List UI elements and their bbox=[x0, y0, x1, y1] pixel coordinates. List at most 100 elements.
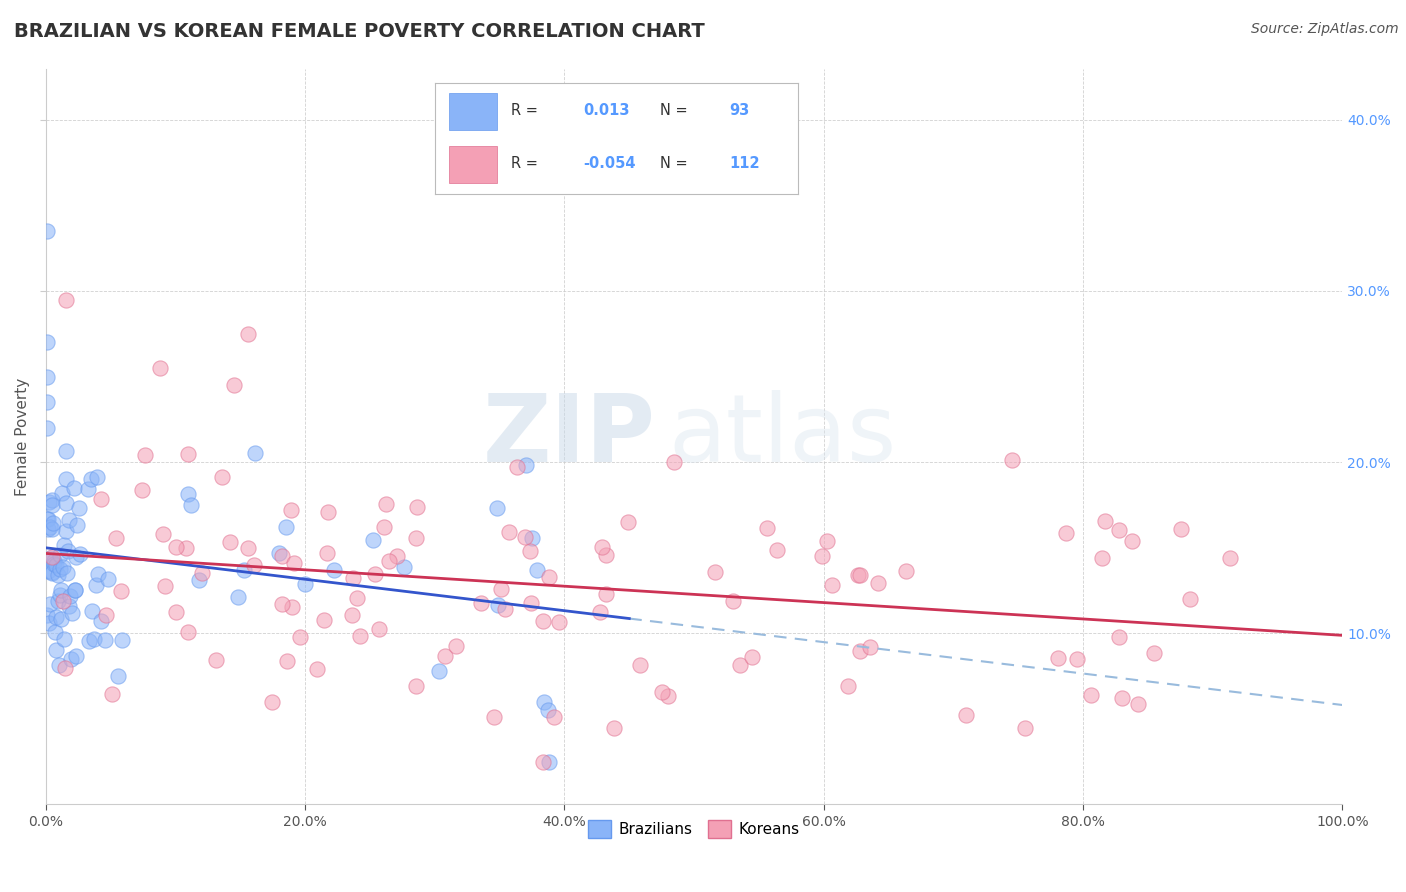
Point bbox=[548, 615, 571, 629]
Point bbox=[165, 540, 187, 554]
Point bbox=[494, 602, 516, 616]
Point bbox=[657, 689, 679, 703]
Point bbox=[651, 685, 673, 699]
Point bbox=[63, 583, 86, 598]
Point bbox=[346, 591, 368, 605]
Point bbox=[100, 687, 122, 701]
Point bbox=[405, 500, 427, 514]
Point bbox=[37, 564, 59, 578]
Point bbox=[1111, 691, 1133, 706]
Point bbox=[1094, 514, 1116, 528]
Point bbox=[77, 634, 100, 648]
Point bbox=[58, 512, 80, 526]
Point bbox=[755, 520, 778, 534]
Point bbox=[165, 605, 187, 619]
Point bbox=[591, 541, 613, 555]
Point bbox=[45, 558, 67, 572]
Point bbox=[538, 755, 561, 769]
Point bbox=[1054, 526, 1077, 541]
Point bbox=[37, 511, 59, 525]
Point bbox=[520, 531, 543, 545]
Point bbox=[238, 326, 260, 341]
Point bbox=[39, 597, 62, 611]
Point bbox=[111, 633, 134, 648]
Point bbox=[65, 582, 87, 597]
Point bbox=[65, 649, 87, 664]
Point bbox=[45, 643, 67, 657]
Point bbox=[361, 533, 384, 547]
Point bbox=[149, 361, 172, 376]
Point bbox=[894, 564, 917, 578]
Point bbox=[489, 582, 512, 597]
Point bbox=[866, 576, 889, 591]
Point bbox=[513, 530, 536, 544]
Point bbox=[316, 505, 339, 519]
Point bbox=[243, 558, 266, 573]
Point bbox=[46, 568, 69, 582]
Point bbox=[267, 545, 290, 559]
Point bbox=[280, 503, 302, 517]
Point bbox=[90, 491, 112, 506]
Point bbox=[177, 624, 200, 639]
Point bbox=[484, 710, 506, 724]
Point bbox=[80, 472, 103, 486]
Point bbox=[766, 542, 789, 557]
Point bbox=[38, 615, 60, 630]
Point bbox=[531, 614, 554, 628]
Point bbox=[87, 567, 110, 582]
Point bbox=[107, 669, 129, 683]
Point bbox=[60, 606, 83, 620]
Point bbox=[543, 709, 565, 723]
Point bbox=[1014, 721, 1036, 735]
Point bbox=[37, 421, 59, 435]
Point bbox=[110, 584, 132, 599]
Point bbox=[38, 495, 60, 509]
Point bbox=[1080, 689, 1102, 703]
Legend: Brazilians, Koreans: Brazilians, Koreans bbox=[582, 814, 806, 845]
Point bbox=[86, 470, 108, 484]
Point bbox=[67, 501, 90, 516]
Point bbox=[55, 443, 77, 458]
Point bbox=[55, 496, 77, 510]
Point bbox=[470, 596, 492, 610]
Point bbox=[373, 519, 395, 533]
Point bbox=[595, 548, 617, 562]
Point bbox=[628, 658, 651, 673]
Point bbox=[39, 553, 62, 567]
Point bbox=[180, 499, 202, 513]
Point bbox=[59, 589, 82, 603]
Point bbox=[294, 576, 316, 591]
Point bbox=[58, 543, 80, 558]
Point bbox=[741, 649, 763, 664]
Point bbox=[97, 572, 120, 586]
Point bbox=[76, 482, 98, 496]
Point bbox=[1108, 524, 1130, 538]
Point bbox=[811, 549, 834, 564]
Point bbox=[305, 662, 328, 676]
Point bbox=[1128, 697, 1150, 711]
Point bbox=[80, 604, 103, 618]
Point bbox=[378, 554, 401, 568]
Point bbox=[49, 548, 72, 562]
Point bbox=[815, 533, 838, 548]
Point bbox=[41, 492, 63, 507]
Point bbox=[595, 587, 617, 601]
Point bbox=[46, 593, 69, 607]
Point bbox=[1091, 551, 1114, 566]
Point bbox=[42, 554, 65, 568]
Point bbox=[486, 598, 509, 612]
Point bbox=[515, 458, 537, 472]
Point bbox=[364, 566, 387, 581]
Point bbox=[506, 460, 529, 475]
Point bbox=[233, 563, 256, 577]
Point bbox=[703, 566, 725, 580]
Point bbox=[236, 541, 259, 555]
Point bbox=[662, 455, 685, 469]
Point bbox=[188, 573, 211, 587]
Point bbox=[1219, 551, 1241, 566]
Point bbox=[49, 562, 72, 576]
Point bbox=[270, 549, 292, 564]
Point bbox=[211, 470, 233, 484]
Point bbox=[62, 481, 84, 495]
Point bbox=[51, 583, 73, 598]
